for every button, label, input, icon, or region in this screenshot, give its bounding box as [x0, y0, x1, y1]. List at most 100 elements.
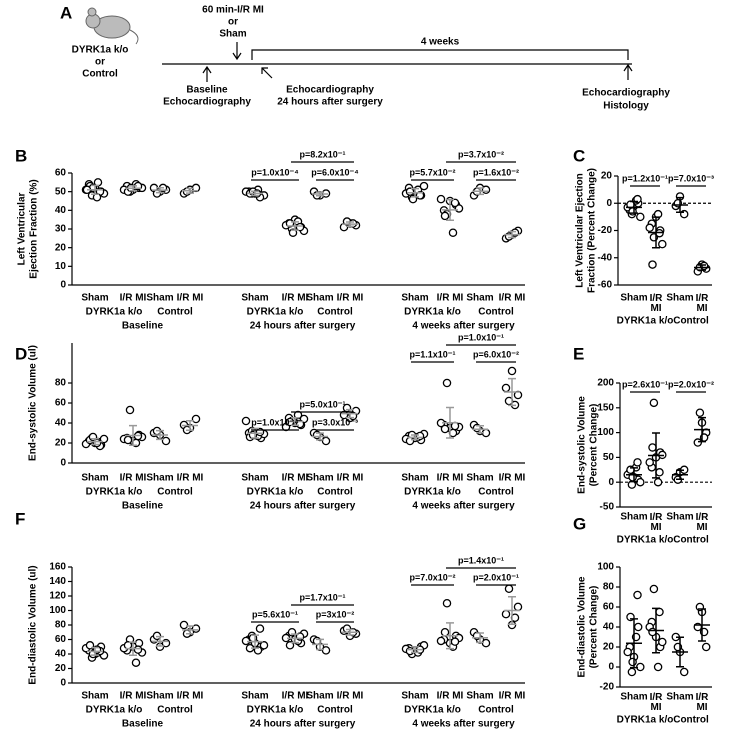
panel: B Left Ventricular Ejection Fraction (%) 0 1…	[15, 146, 526, 331]
data-point	[125, 405, 135, 415]
x-tick-label: I/R MI	[337, 691, 364, 702]
y-tick-label: -20	[598, 225, 613, 236]
group-label: DYRK1a k/o	[247, 705, 304, 716]
group-label: DYRK1a k/o	[404, 487, 461, 498]
y-axis-label: (Percent Change)	[589, 586, 600, 669]
x-tick-label: I/R MI	[120, 293, 147, 304]
data-point	[633, 590, 642, 600]
y-tick-label: 10	[55, 261, 67, 272]
y-tick-label: -60	[598, 280, 613, 291]
y-tick-label: 20	[603, 642, 615, 653]
bracket	[251, 49, 629, 60]
data-point	[405, 646, 415, 656]
x-tick-label: Sham	[241, 293, 268, 304]
p-value: p=2.6x10⁻¹	[622, 379, 668, 389]
x-tick-label: Sham	[146, 473, 173, 484]
p-value: p=6.0x10⁻⁴	[311, 167, 358, 177]
data-point	[448, 228, 458, 237]
data-point	[513, 602, 523, 612]
x-tick-label: I/R MI	[499, 293, 526, 304]
mean-sd-bar	[407, 646, 423, 654]
data-point	[450, 637, 460, 646]
x-tick-label: Sham	[306, 293, 333, 304]
mean-sd-bar	[287, 417, 303, 427]
y-tick-label: 60	[603, 602, 615, 613]
panel-letter: B	[15, 146, 27, 165]
data-point	[628, 207, 637, 216]
mean-sd-bar	[287, 221, 303, 231]
y-axis-label: End-systolic Volume (ul)	[28, 345, 39, 461]
group-label: DYRK1a k/o	[247, 307, 304, 318]
x-tick-label: I/R MI	[337, 473, 364, 484]
mean-sd-bar	[407, 434, 423, 441]
mean-sd-bar	[152, 635, 168, 647]
panel: G End-diastolic Volume (Percent Change) -20…	[573, 514, 712, 726]
y-tick-label: 20	[55, 242, 67, 253]
x-tick-label: I/R MI	[282, 473, 309, 484]
group-label: Control	[157, 307, 193, 318]
p-value: p=1.6x10⁻²	[473, 167, 519, 177]
y-tick-label: 80	[55, 620, 67, 631]
data-point	[653, 662, 663, 672]
x-tick-label: I/R MI	[437, 691, 464, 702]
x-tick-label: Sham	[620, 512, 647, 523]
x-tick-label: Sham	[401, 691, 428, 702]
group-label: Control	[317, 487, 353, 498]
data-point	[653, 477, 663, 487]
p-value: p=8.2x10⁻¹	[299, 149, 345, 159]
data-point	[450, 198, 460, 208]
baseline-label: Echocardiography	[163, 97, 251, 108]
data-point	[645, 458, 654, 467]
timepoint-label: Baseline	[122, 321, 164, 332]
y-axis-label: End-systolic Volume	[577, 396, 588, 494]
y-tick-label: -20	[600, 682, 615, 693]
panel-letter: C	[573, 146, 585, 165]
x-tick-label: Sham	[81, 473, 108, 484]
mean-sd-bar	[312, 638, 328, 651]
y-tick-label: 50	[55, 186, 67, 197]
mean-sd-bar	[247, 190, 263, 197]
x-tick-label: Sham	[241, 473, 268, 484]
group-label: Control	[478, 487, 514, 498]
data-point	[285, 641, 295, 650]
x-tick-label: Sham	[466, 691, 493, 702]
y-tick-label: 20	[55, 438, 67, 449]
y-tick-label: 160	[49, 562, 66, 573]
y-tick-label: 120	[49, 591, 66, 602]
data-point	[636, 212, 645, 222]
y-tick-label: 0	[60, 458, 66, 469]
group-label: DYRK1a k/o	[617, 715, 674, 726]
data-point	[161, 436, 171, 446]
group-label: Control	[673, 715, 709, 726]
mean-sd-bar	[442, 622, 458, 650]
mean-sd-bar	[504, 377, 520, 407]
mean-sd-bar	[182, 419, 198, 432]
data-point	[436, 194, 446, 204]
arrow	[202, 65, 212, 82]
mean-sd-bar	[626, 467, 642, 483]
mean-sd-bar	[152, 429, 168, 441]
timepoint-label: 4 weeks after surgery	[412, 501, 515, 512]
mean-sd-bar	[182, 187, 198, 194]
group-label: DYRK1a k/o	[404, 705, 461, 716]
mean-sd-bar	[342, 408, 358, 419]
data-point	[504, 584, 514, 594]
data-point	[695, 408, 705, 418]
data-point	[241, 416, 251, 426]
x-tick-label: I/R MI	[499, 691, 526, 702]
panel: C Left Ventricular Ejection Fraction (Perc…	[573, 146, 714, 326]
p-value: p=3x10⁻²	[316, 609, 355, 619]
data-point	[501, 609, 511, 619]
data-point	[436, 636, 446, 646]
data-point	[321, 436, 331, 446]
p-value: p=1.1x10⁻¹	[409, 349, 455, 359]
mouse-label: Control	[82, 69, 118, 80]
arrow	[623, 63, 633, 80]
x-tick-label: I/R MI	[337, 293, 364, 304]
surgery-label: Sham	[219, 29, 246, 40]
group-label: Control	[317, 705, 353, 716]
data-point	[655, 607, 664, 617]
y-tick-label: 100	[597, 427, 614, 438]
mean-sd-bar	[648, 607, 664, 654]
p-value: p=5.0x10⁻¹	[299, 399, 345, 409]
